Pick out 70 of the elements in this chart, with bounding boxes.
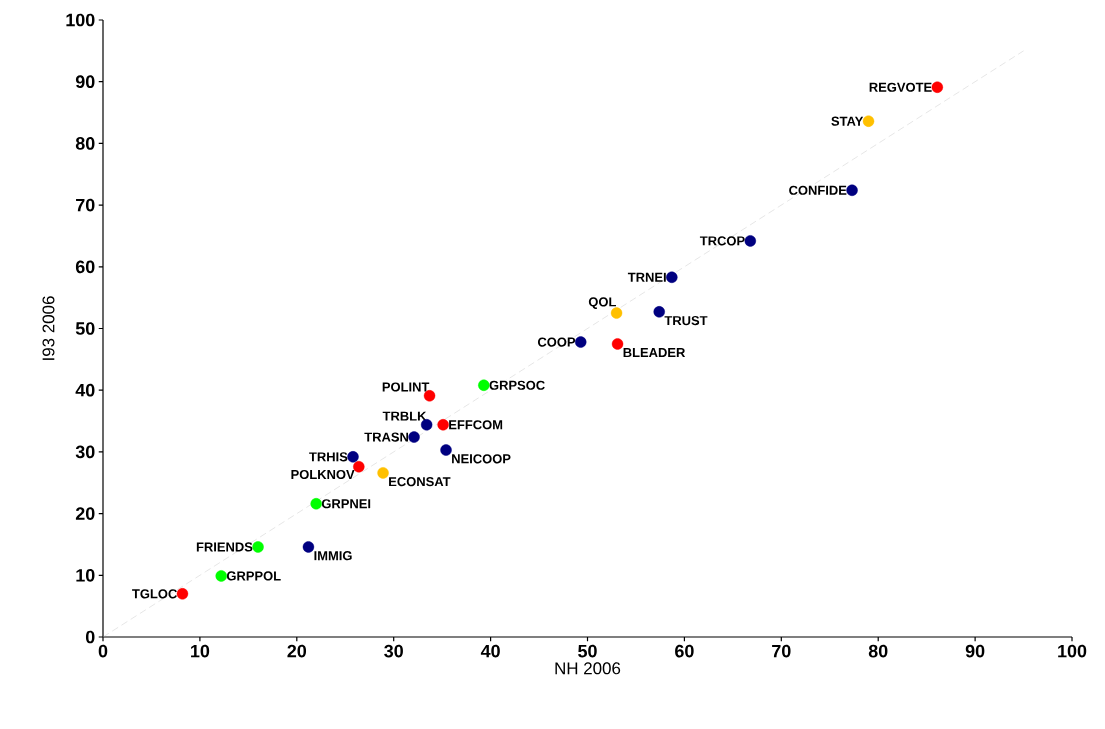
annotation: TRUST [664,316,708,326]
y-tick-label: 100 [66,13,95,27]
point [931,81,944,93]
annotation: TGLOC [132,589,177,599]
y-axis-title: I93 2006 [42,296,55,360]
point [610,307,623,319]
annotation: TRASN [364,432,408,442]
annotation: TRNEI [627,272,666,282]
y-tick-label: 10 [76,568,95,582]
x-axis-title: NH 2006 [555,662,621,675]
point [862,115,875,127]
annotation: BLEADER [623,348,686,358]
annotation: CONFIDE [789,185,847,195]
annotation: GRPNEI [321,499,371,509]
annotation: FRIENDS [196,542,253,552]
x-tick-label: 10 [191,644,210,658]
annotation: POLINT [382,382,430,392]
point [215,570,227,582]
x-tick-label: 70 [772,644,791,658]
point [423,390,436,402]
point [611,338,624,350]
x-tick-label: 20 [287,644,307,658]
y-tick-label: 50 [75,322,95,335]
point [437,419,449,431]
point [176,588,189,600]
point [744,235,756,247]
point [310,498,322,510]
point [575,336,587,348]
point [666,271,678,283]
y-tick-label: 0 [85,630,95,644]
y-tick-label: 20 [75,507,95,520]
y-tick-label: 80 [75,137,95,150]
annotation: NEICOOP [452,454,511,464]
point [846,184,858,196]
y-tick-label: 90 [75,75,95,89]
annotation: ECONSAT [389,477,451,487]
point [408,431,420,443]
x-tick-label: 50 [578,644,597,658]
annotation: QOL [588,297,616,309]
point [377,467,389,479]
annotation: EFFCOM [449,420,503,430]
x-tick-label: 90 [965,644,985,658]
point [302,541,315,553]
annotation: TRBLK [382,411,427,421]
x-tick-label: 100 [1058,644,1087,658]
point [252,541,264,553]
x-tick-label: 40 [480,644,500,658]
x-tick-label: 0 [98,644,108,658]
y-tick-label: 70 [76,198,95,212]
y-tick-label: 30 [75,445,95,459]
x-tick-label: 80 [868,644,888,658]
point [440,444,452,456]
annotation: GRPPOL [226,571,281,581]
annotation: TRHIS [309,452,348,462]
y-tick-label: 60 [75,260,95,274]
annotation: STAY [831,116,864,126]
annotation: GRPSOC [489,380,545,390]
x-tick-label: 60 [675,644,694,658]
annotation: TRCOP [699,236,745,246]
x-tick-label: 30 [384,644,403,658]
point [653,306,665,318]
point [478,379,490,391]
point [420,419,433,431]
point [347,451,359,463]
y-tick-label: 40 [75,383,95,397]
annotation: POLKNOV [291,469,355,480]
annotation: COOP [537,337,576,347]
point [353,461,365,473]
annotation: REGVOTE [869,82,932,92]
annotation: IMMIG [314,551,352,561]
